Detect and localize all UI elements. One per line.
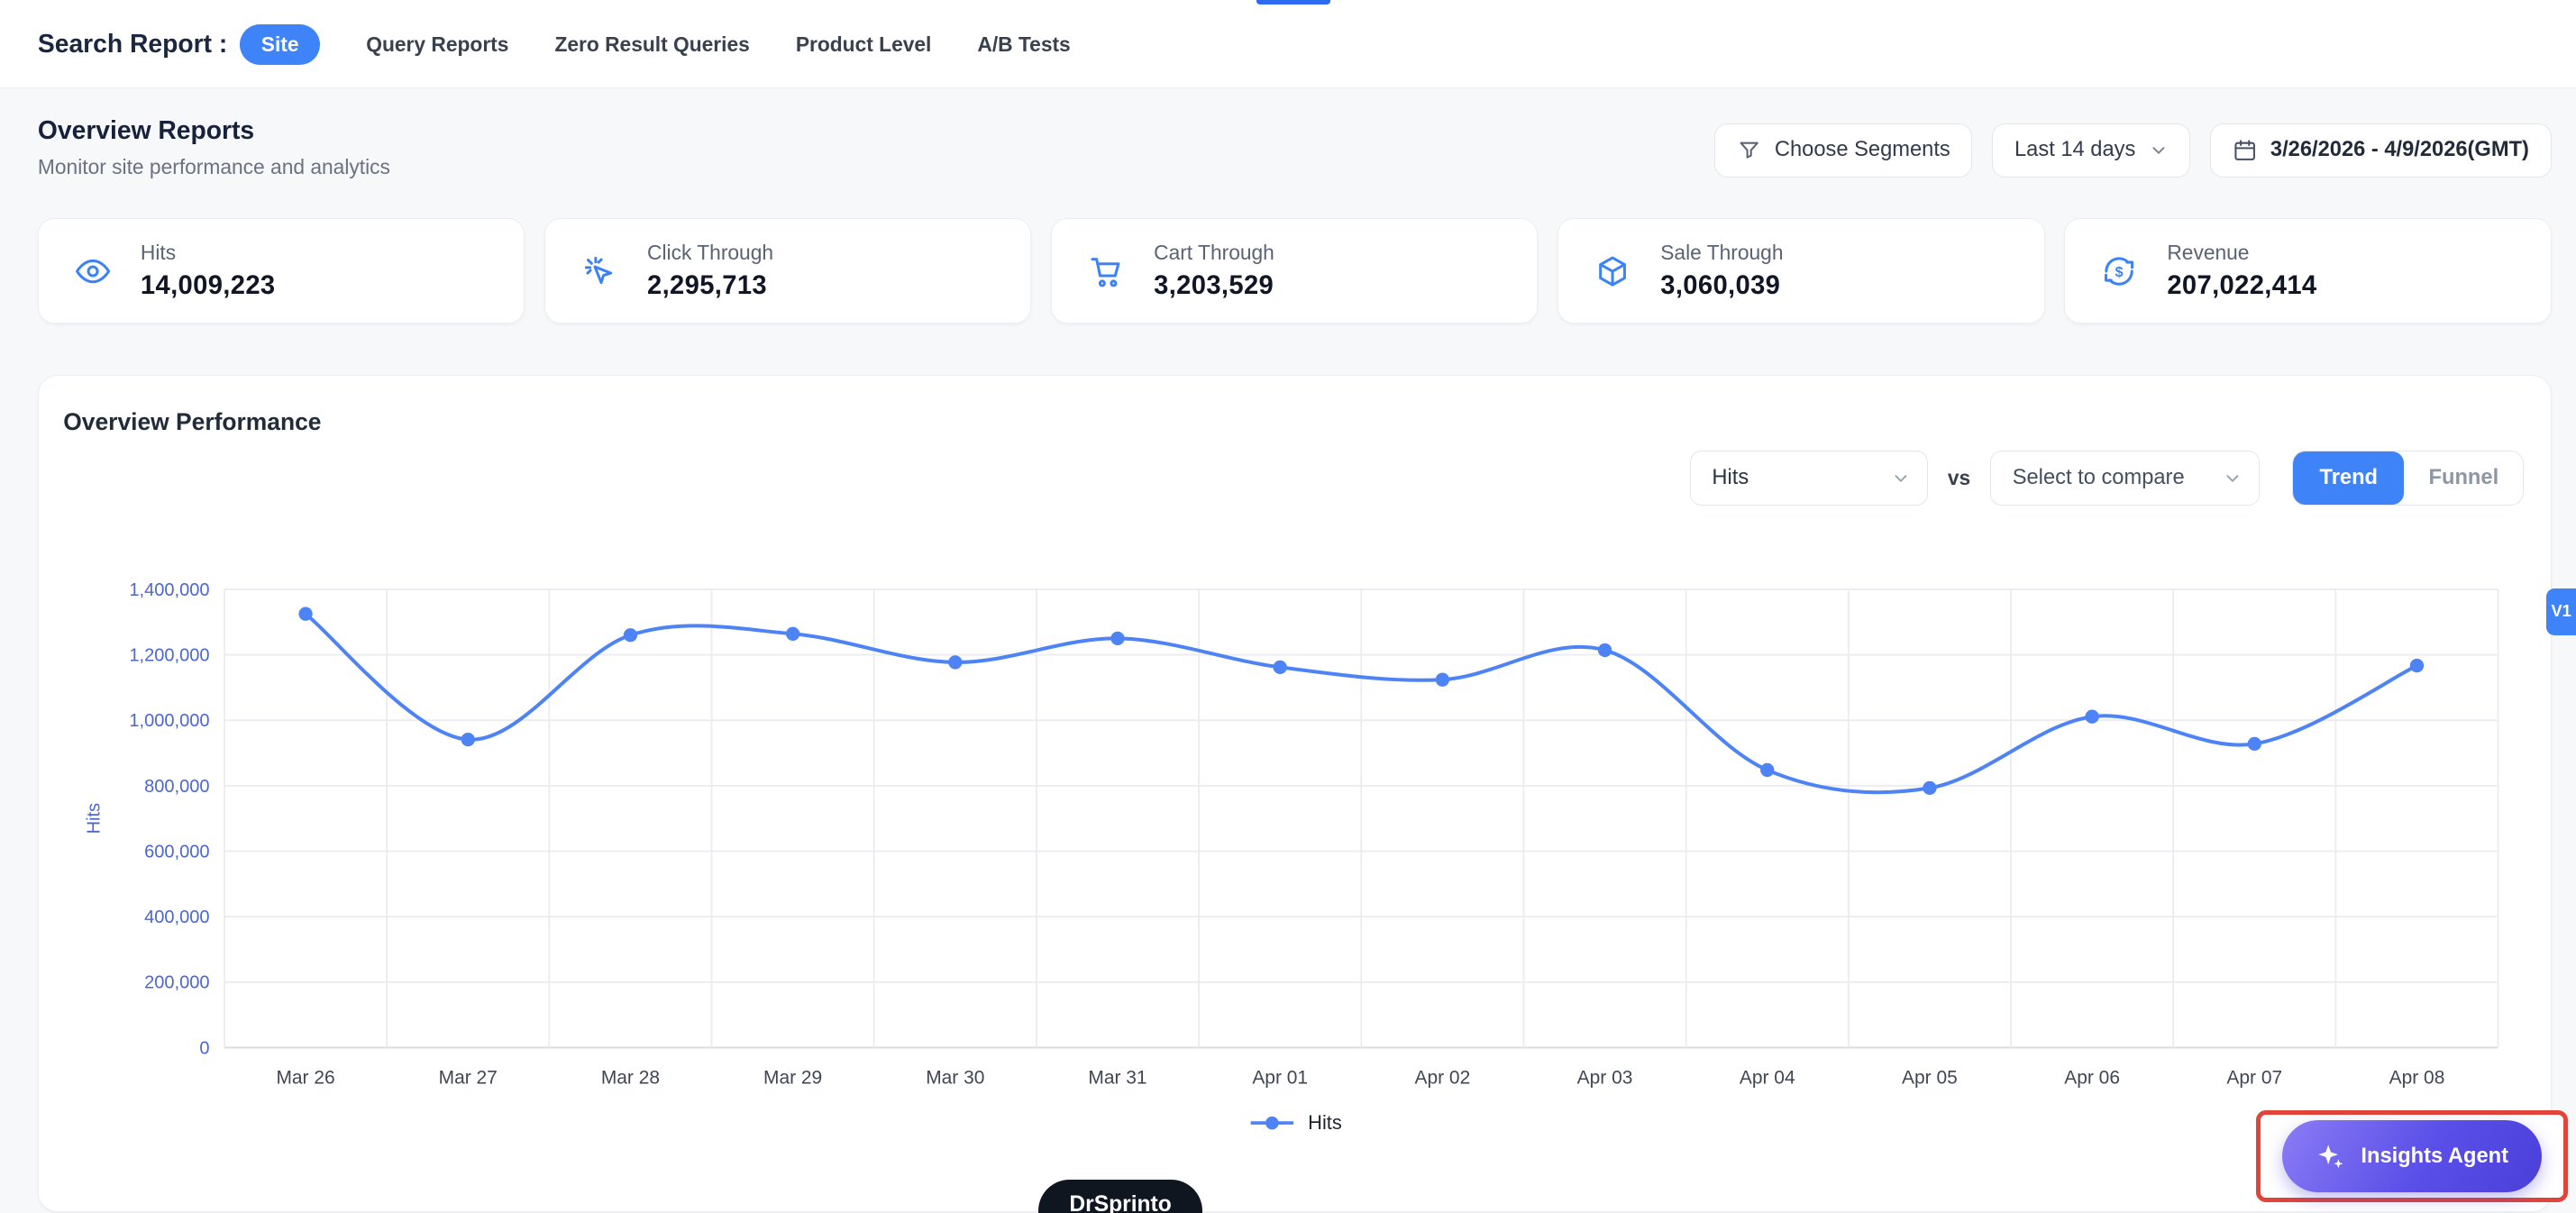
legend-label: Hits (1308, 1111, 1342, 1135)
date-range-label: 3/26/2026 - 4/9/2026(GMT) (2270, 138, 2529, 162)
svg-text:Apr 05: Apr 05 (1902, 1067, 1958, 1088)
sparkle-icon (2315, 1141, 2346, 1172)
svg-text:Hits: Hits (84, 803, 104, 835)
choose-segments-label: Choose Segments (1774, 138, 1950, 162)
svg-text:Mar 28: Mar 28 (601, 1067, 660, 1088)
overview-performance-card: Overview Performance Hits vs Select to c… (37, 374, 2552, 1213)
svg-text:Apr 07: Apr 07 (2226, 1067, 2282, 1088)
report-tab-zero-result-queries[interactable]: Zero Result Queries (554, 32, 750, 56)
section-subtitle: Monitor site performance and analytics (37, 154, 390, 178)
compare-select-value: Select to compare (2012, 465, 2185, 489)
svg-text:1,000,000: 1,000,000 (129, 711, 209, 731)
svg-text:$: $ (2115, 265, 2124, 280)
chevron-down-icon (1891, 469, 1911, 488)
svg-text:Apr 01: Apr 01 (1252, 1067, 1308, 1088)
svg-text:1,200,000: 1,200,000 (129, 645, 209, 665)
svg-text:Mar 31: Mar 31 (1088, 1067, 1146, 1088)
svg-text:800,000: 800,000 (144, 776, 209, 796)
vs-label: vs (1947, 465, 1971, 489)
svg-text:600,000: 600,000 (144, 842, 209, 862)
kpi-label: Click Through (647, 241, 774, 265)
drsprinto-widget[interactable]: DrSprinto (1037, 1179, 1203, 1213)
kpi-value: 3,060,039 (1660, 271, 1781, 301)
svg-text:400,000: 400,000 (144, 907, 209, 927)
click-icon (581, 253, 617, 289)
kpi-label: Revenue (2167, 241, 2250, 265)
filter-icon (1737, 138, 1761, 162)
svg-text:Mar 27: Mar 27 (439, 1067, 498, 1088)
metric-select[interactable]: Hits (1689, 451, 1928, 506)
report-tab-query-reports[interactable]: Query Reports (366, 32, 509, 56)
section-title: Overview Reports (37, 114, 255, 144)
version-side-tab[interactable]: V1 (2546, 588, 2576, 636)
top-navigation-bar: Search Report : Site Query Reports Zero Re… (0, 0, 2576, 89)
chart-legend[interactable]: Hits (39, 1111, 2551, 1135)
insights-agent-label: Insights Agent (2361, 1144, 2509, 1168)
compare-select[interactable]: Select to compare (1990, 451, 2260, 506)
insights-agent-button[interactable]: Insights Agent (2281, 1120, 2542, 1193)
trend-tab[interactable]: Trend (2293, 451, 2405, 505)
svg-text:Apr 04: Apr 04 (1740, 1067, 1795, 1088)
funnel-tab[interactable]: Funnel (2404, 451, 2523, 504)
eye-icon (75, 253, 111, 289)
kpi-card: Hits 14,009,223 (37, 218, 525, 324)
report-tab-site[interactable]: Site (240, 23, 321, 65)
svg-text:Mar 30: Mar 30 (926, 1067, 984, 1088)
kpi-value: 14,009,223 (140, 271, 276, 301)
svg-text:1,400,000: 1,400,000 (129, 579, 209, 599)
kpi-value: 3,203,529 (1154, 271, 1274, 301)
overview-header: Overview Reports Monitor site performanc… (38, 88, 2552, 204)
svg-text:Mar 26: Mar 26 (276, 1067, 334, 1088)
date-preset-label: Last 14 days (2014, 138, 2136, 162)
top-active-indicator (1256, 0, 1331, 5)
hits-trend-chart: 0 200,000 400,000 600,000 800,000 1,000,000 1,… (84, 579, 2499, 1088)
date-preset-dropdown[interactable]: Last 14 days (1992, 123, 2191, 178)
svg-text:0: 0 (199, 1038, 209, 1058)
cart-icon (1088, 253, 1124, 289)
kpi-card: $ Revenue 207,022,414 (2064, 218, 2552, 324)
kpi-card: Cart Through 3,203,529 (1051, 218, 1539, 324)
svg-text:Apr 03: Apr 03 (1577, 1067, 1633, 1088)
view-toggle: Trend Funnel (2292, 451, 2525, 506)
calendar-icon (2233, 138, 2257, 162)
kpi-value: 2,295,713 (647, 271, 768, 301)
date-range-picker[interactable]: 3/26/2026 - 4/9/2026(GMT) (2210, 123, 2552, 178)
svg-text:Apr 02: Apr 02 (1414, 1067, 1470, 1088)
legend-line-dot-icon (1250, 1116, 1293, 1130)
report-tab-product-level[interactable]: Product Level (795, 32, 932, 56)
kpi-card: Click Through 2,295,713 (544, 218, 1032, 324)
chart-controls: Hits vs Select to compare Trend Funnel (1689, 451, 2525, 506)
kpi-label: Sale Through (1660, 241, 1784, 265)
metric-select-value: Hits (1712, 465, 1749, 489)
package-icon (1594, 253, 1631, 289)
chevron-down-icon (2223, 469, 2243, 488)
page-title: Search Report : (37, 29, 228, 59)
kpi-label: Cart Through (1154, 241, 1274, 265)
svg-text:200,000: 200,000 (144, 972, 209, 992)
kpi-label: Hits (140, 241, 177, 265)
choose-segments-button[interactable]: Choose Segments (1714, 123, 1973, 178)
svg-text:Mar 29: Mar 29 (763, 1067, 822, 1088)
kpi-card: Sale Through 3,060,039 (1557, 218, 2045, 324)
kpi-cards: Hits 14,009,223 Click Through 2,295,713 … (37, 218, 2552, 324)
svg-text:Apr 06: Apr 06 (2064, 1067, 2120, 1088)
chart-title: Overview Performance (63, 408, 322, 436)
chevron-down-icon (2149, 141, 2169, 160)
svg-text:Apr 08: Apr 08 (2389, 1067, 2445, 1088)
report-tab-a-b-tests[interactable]: A/B Tests (977, 32, 1071, 56)
annotation-highlight-box: Insights Agent (2255, 1110, 2568, 1203)
header-controls: Choose Segments Last 14 days 3/26/2026 -… (1714, 123, 2552, 178)
kpi-value: 207,022,414 (2167, 271, 2317, 301)
report-tabs: Site Query Reports Zero Result Queries Prod… (240, 0, 1071, 88)
revenue-icon: $ (2101, 253, 2137, 289)
